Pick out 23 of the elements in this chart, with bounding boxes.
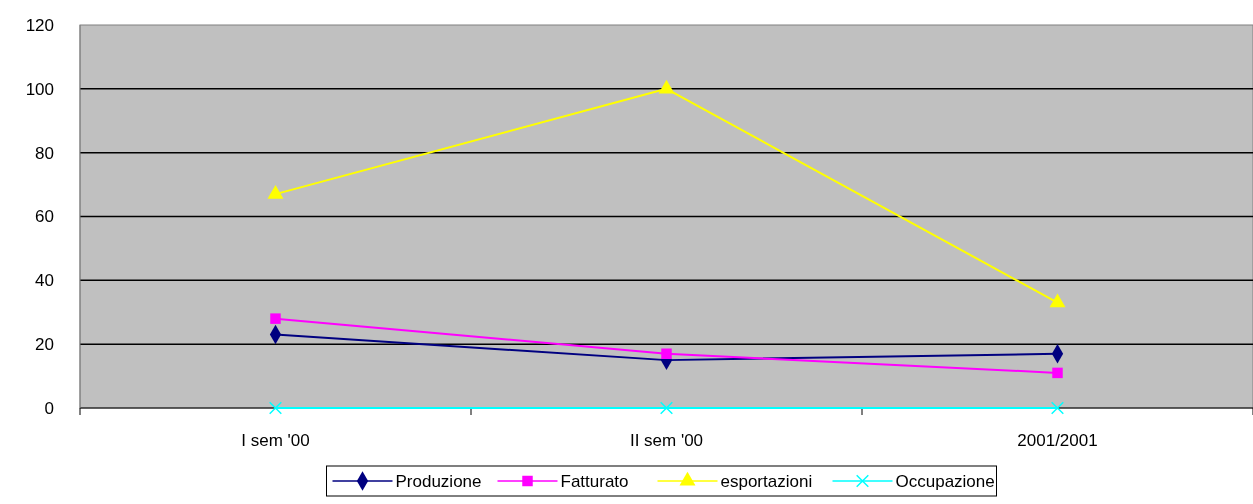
point xyxy=(267,184,284,199)
x-tick-label: II sem '00 xyxy=(629,431,704,450)
point xyxy=(659,401,674,415)
point xyxy=(1050,401,1065,415)
point xyxy=(661,348,672,359)
y-tick-label: 40 xyxy=(35,271,54,291)
y-tick-label: 60 xyxy=(35,207,54,227)
point xyxy=(658,79,675,94)
legend-label: Fatturato xyxy=(560,471,629,491)
y-tick-label: 100 xyxy=(25,79,54,99)
legend-label: Occupazione xyxy=(895,471,995,491)
legend-label: Produzione xyxy=(395,471,482,491)
x-tick-label: 2001/2001 xyxy=(1017,431,1098,450)
x-tick-label: I sem '00 xyxy=(241,431,310,450)
y-tick-label: 120 xyxy=(25,15,54,35)
point xyxy=(268,401,283,415)
point xyxy=(1052,367,1063,379)
legend-label: esportazioni xyxy=(720,471,813,491)
y-tick-label: 0 xyxy=(44,398,54,418)
y-tick-label: 80 xyxy=(35,143,54,163)
y-tick-label: 20 xyxy=(35,335,54,355)
point xyxy=(1049,293,1066,308)
point xyxy=(270,313,281,324)
